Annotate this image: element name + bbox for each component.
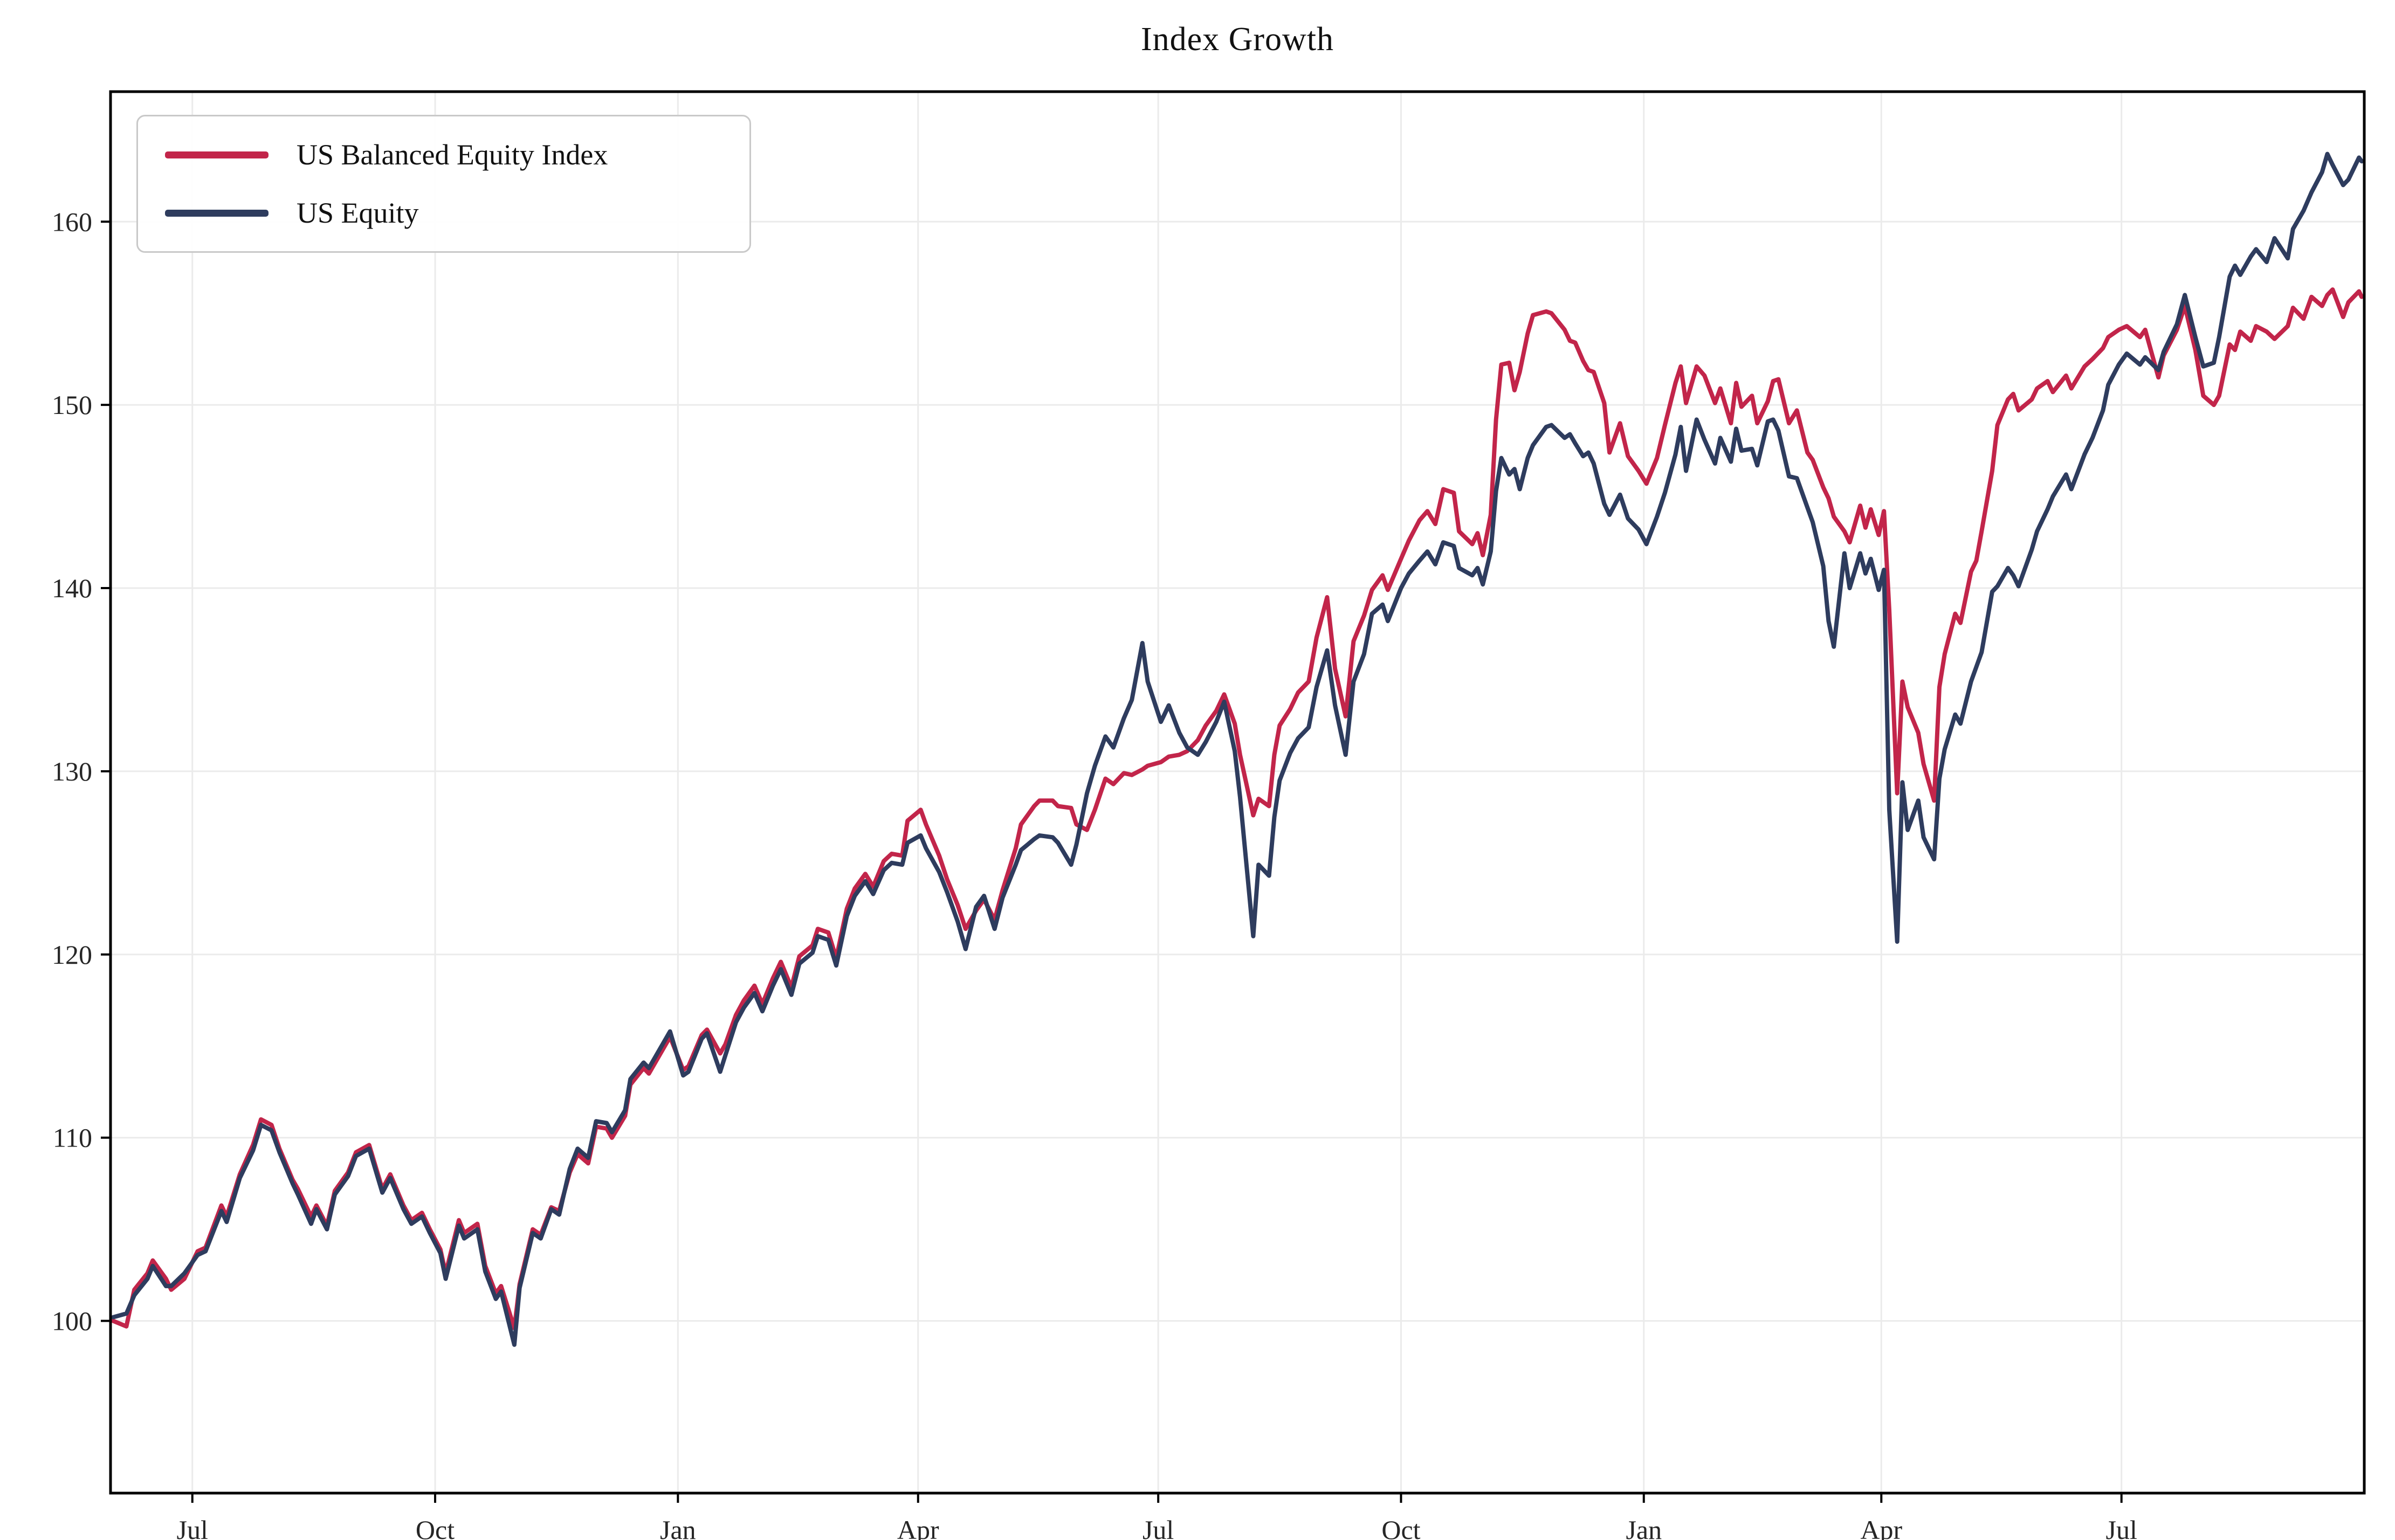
y-tick-label: 130 [52, 756, 92, 786]
legend-swatch-red-line [165, 151, 269, 158]
x-tick-label: Jan [1626, 1515, 1662, 1540]
x-tick-label: Jul [2106, 1515, 2137, 1540]
legend-swatch-navy-line [165, 209, 269, 217]
series-line-balanced-index [111, 287, 2364, 1331]
y-tick-label: 110 [53, 1123, 92, 1153]
x-tick-label: Jul [1143, 1515, 1174, 1540]
y-tick-label: 160 [52, 206, 92, 237]
x-tick-label: Apr [1860, 1515, 1902, 1540]
y-tick-label: 140 [52, 573, 92, 603]
legend: US Balanced Equity Index US Equity [136, 115, 751, 253]
x-tick-label: Oct [416, 1515, 455, 1540]
chart-title: Index Growth [1140, 21, 1334, 58]
y-tick-label: 100 [52, 1306, 92, 1336]
x-tick-label: Jul [177, 1515, 208, 1540]
x-tick-label: Apr [897, 1515, 939, 1540]
legend-item-us-equity: US Equity [165, 196, 722, 230]
y-tick-label: 120 [52, 940, 92, 970]
x-tick-label: Oct [1381, 1515, 1420, 1540]
x-tick-label: Jan [660, 1515, 696, 1540]
series-line-us-equity [111, 151, 2364, 1347]
axes-border [109, 90, 2366, 1495]
legend-label-balanced-index: US Balanced Equity Index [297, 139, 608, 171]
legend-item-balanced-index: US Balanced Equity Index [165, 138, 722, 171]
y-tick-label: 150 [52, 390, 92, 420]
legend-label-us-equity: US Equity [297, 197, 419, 229]
